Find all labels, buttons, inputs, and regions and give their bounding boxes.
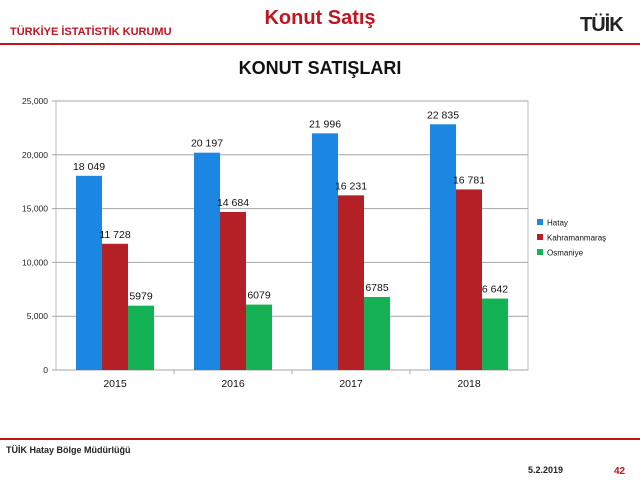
bar-osmaniye <box>364 296 390 370</box>
legend-label: Osmaniye <box>547 249 584 258</box>
data-label: 6 642 <box>482 284 508 296</box>
page-number: 42 <box>614 466 626 477</box>
bar-hatay <box>76 175 102 370</box>
legend-label: Hatay <box>547 219 568 228</box>
bar-kahramanmara- <box>338 195 364 370</box>
x-tick-label: 2017 <box>339 378 363 390</box>
y-tick-label: 25,000 <box>22 96 48 106</box>
data-label: 11 728 <box>99 229 130 241</box>
data-label: 6785 <box>365 282 389 294</box>
bar-hatay <box>194 152 220 370</box>
bar-kahramanmara- <box>220 212 246 370</box>
legend-swatch <box>537 249 543 255</box>
legend-swatch <box>537 219 543 225</box>
data-label: 5979 <box>129 291 153 303</box>
bar-kahramanmara- <box>456 189 482 370</box>
data-label: 14 684 <box>217 197 249 209</box>
office-name: TÜİK Hatay Bölge Müdürlüğü <box>6 445 131 455</box>
legend-swatch <box>537 234 543 240</box>
data-label: 18 049 <box>73 161 105 173</box>
footer-divider <box>0 438 640 440</box>
slide-title: Konut Satış <box>264 7 376 29</box>
logo-text: TÜİK <box>580 13 624 34</box>
x-tick-label: 2015 <box>103 378 127 390</box>
bar-hatay <box>312 133 338 370</box>
header-divider <box>0 43 640 45</box>
footer-date: 5.2.2019 <box>528 465 564 475</box>
chart-title: KONUT SATIŞLARI <box>238 58 402 78</box>
data-label: 6079 <box>247 290 271 302</box>
bar-osmaniye <box>482 298 508 370</box>
y-tick-label: 5,000 <box>27 311 49 321</box>
bar-osmaniye <box>246 304 272 370</box>
x-tick-label: 2018 <box>457 378 481 390</box>
x-tick-label: 2016 <box>221 378 245 390</box>
bar-kahramanmara- <box>102 243 128 370</box>
data-label: 16 781 <box>453 174 485 186</box>
y-tick-label: 0 <box>43 365 48 375</box>
bar-chart: 0 5,000 10,000 15,000 20,000 25,000 18 049 11 7… <box>22 96 606 390</box>
data-label: 16 231 <box>335 180 367 192</box>
bar-osmaniye <box>128 305 154 370</box>
y-tick-label: 15,000 <box>22 204 48 214</box>
organization-name: TÜRKİYE İSTATİSTİK KURUMU <box>10 26 172 38</box>
y-tick-label: 20,000 <box>22 150 48 160</box>
tuik-logo: TÜİK <box>580 12 626 39</box>
data-label: 20 197 <box>191 138 223 150</box>
data-label: 21 996 <box>309 118 341 130</box>
y-tick-label: 10,000 <box>22 257 48 267</box>
legend-label: Kahramanmaraş <box>547 234 606 243</box>
bar-hatay <box>430 124 456 370</box>
data-label: 22 835 <box>427 109 459 121</box>
